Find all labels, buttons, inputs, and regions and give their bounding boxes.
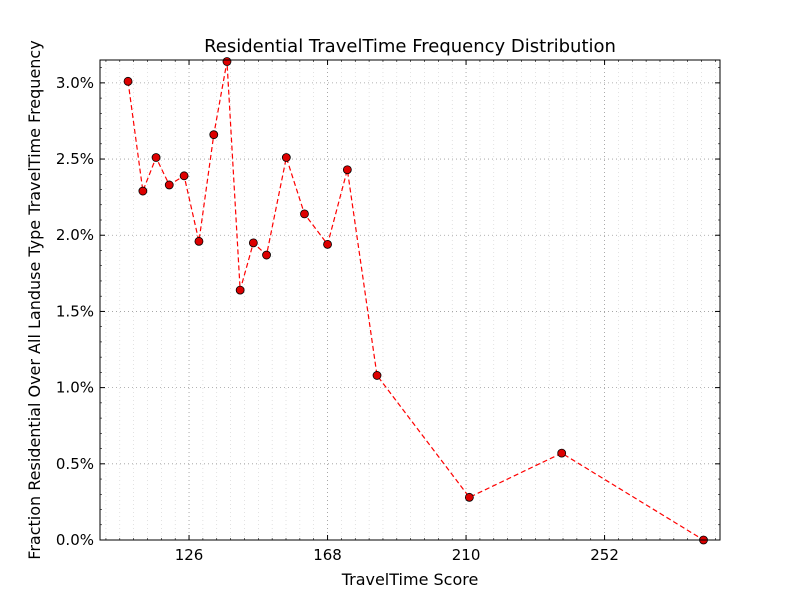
data-point	[138, 186, 148, 196]
data-point	[248, 238, 258, 248]
data-point	[342, 165, 352, 175]
y-tick-label: 3.0%	[56, 74, 94, 92]
data-point	[235, 285, 245, 295]
data-point	[123, 76, 133, 86]
data-point	[281, 153, 291, 162]
data-point	[151, 153, 161, 162]
data-point	[323, 239, 332, 249]
data-point	[209, 130, 219, 140]
plot-frame	[99, 59, 721, 541]
data-point	[222, 57, 232, 66]
data-point	[372, 371, 382, 380]
data-point	[262, 250, 271, 260]
x-tick-label: 210	[452, 546, 481, 564]
x-axis-label: TravelTime Score	[341, 570, 479, 589]
y-tick-label: 1.5%	[56, 302, 94, 320]
x-tick-label: 252	[590, 546, 619, 564]
data-point	[164, 180, 174, 190]
y-tick-label: 2.0%	[56, 226, 94, 244]
y-tick-label: 2.5%	[56, 150, 94, 168]
data-point	[464, 492, 474, 502]
ticks: 126 168 210 252 0.0% 0.5% 1.0% 1.5% 2.0% 2.5% 3.0%	[56, 60, 720, 564]
y-tick-label: 0.5%	[56, 455, 94, 473]
data-point	[557, 448, 567, 458]
data-point	[179, 171, 189, 181]
series-layer	[123, 57, 708, 545]
data-point	[300, 209, 309, 219]
x-tick-label: 168	[313, 546, 342, 564]
y-axis-label: Fraction Residential Over All Landuse Ty…	[25, 40, 44, 559]
chart-title: Residential TravelTime Frequency Distrib…	[204, 36, 616, 57]
x-tick-label: 126	[175, 546, 204, 564]
y-tick-label: 1.0%	[56, 379, 94, 397]
y-tick-label: 0.0%	[56, 531, 94, 549]
grid	[100, 60, 720, 541]
data-point	[194, 236, 204, 246]
